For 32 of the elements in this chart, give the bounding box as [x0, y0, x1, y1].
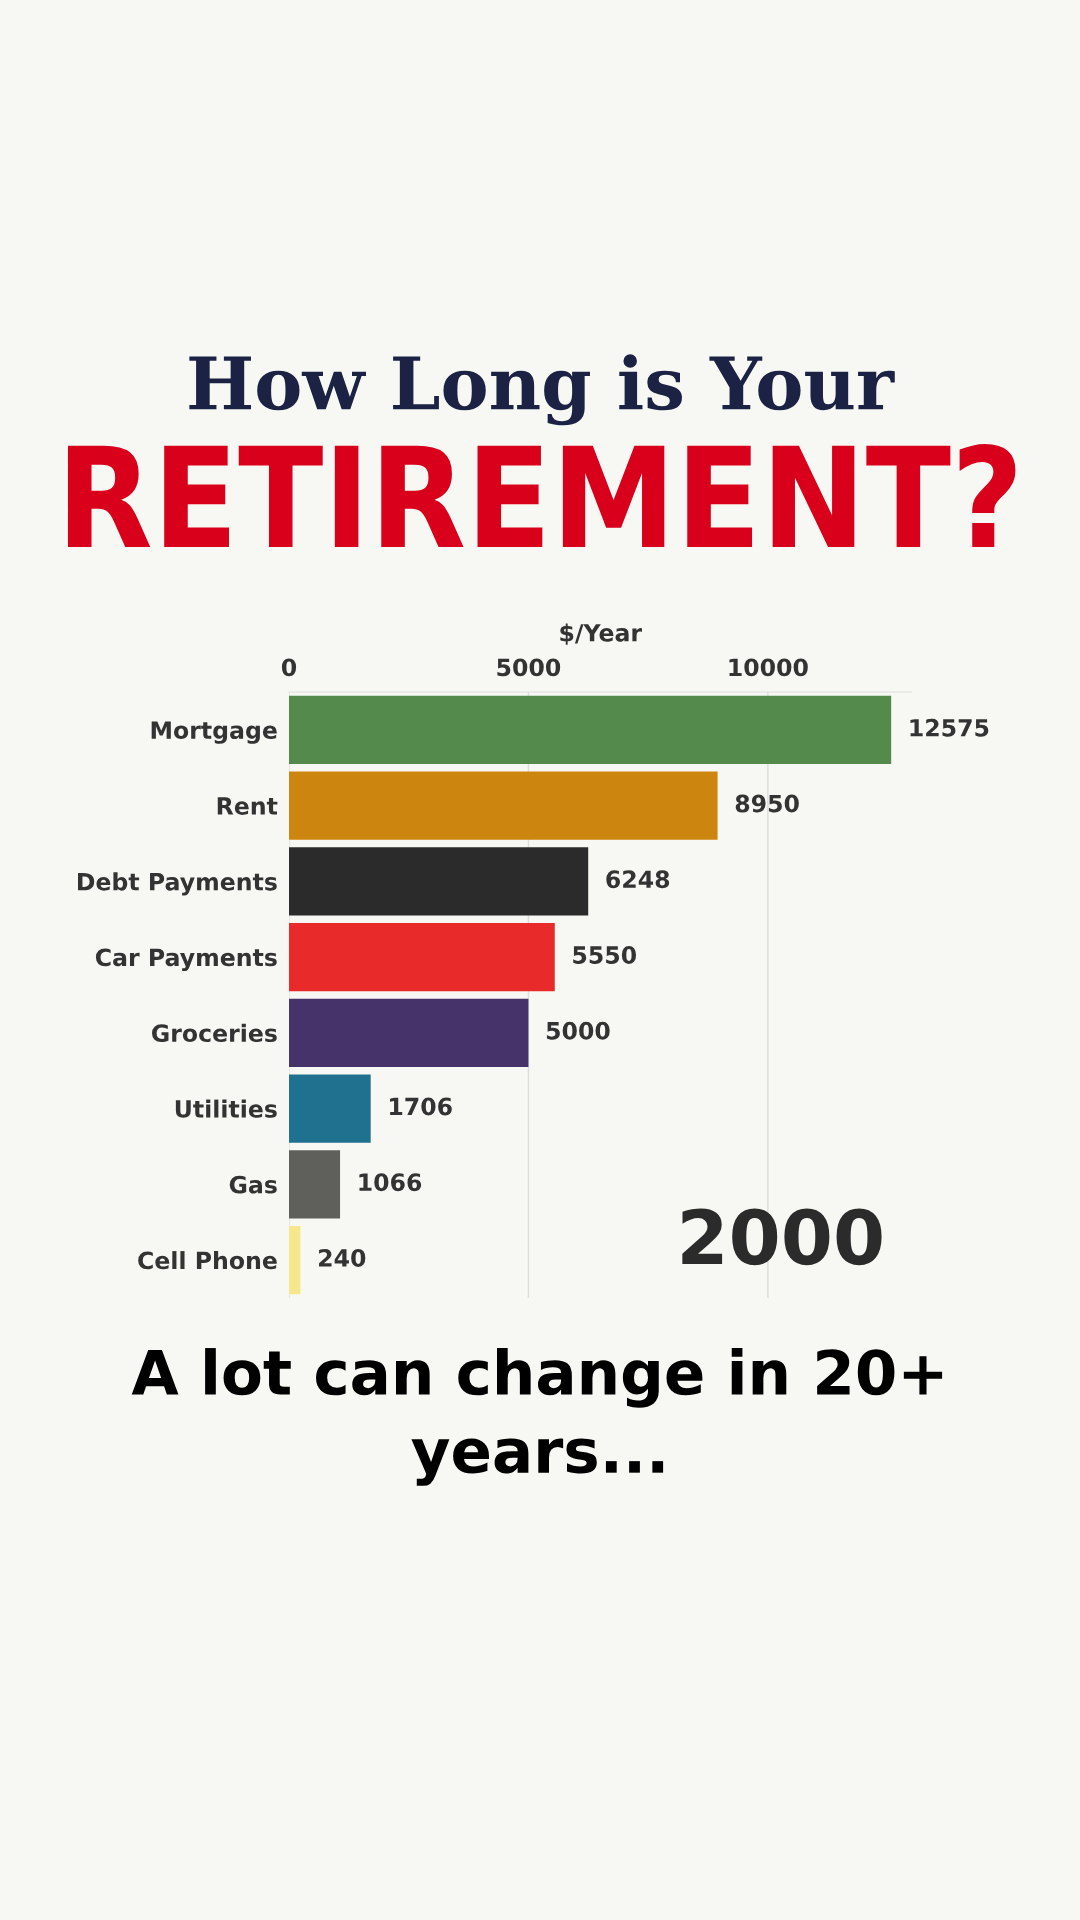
- text: A lot can change in 20+ years...: [131, 1348, 943, 1486]
- bar: [289, 1225, 301, 1295]
- y-tick-label: Rent: [217, 797, 278, 815]
- data-label: 5550: [573, 946, 637, 964]
- bar: [289, 998, 529, 1067]
- bar: [289, 922, 555, 992]
- data-label: 12575: [910, 718, 989, 737]
- annotation: 2000: [682, 1208, 882, 1266]
- data-label: 1066: [359, 1173, 422, 1192]
- x-tick-label: 5000: [497, 658, 561, 677]
- y-tick-label: Utilities: [175, 1099, 277, 1118]
- data-label: 8950: [735, 794, 799, 813]
- data-label: 1706: [390, 1097, 452, 1116]
- bar: [289, 847, 589, 916]
- data-label: 6248: [606, 870, 670, 889]
- y-tick-label: Cell Phone: [138, 1251, 277, 1270]
- bar: [289, 1074, 371, 1143]
- y-tick-label: Mortgage: [151, 721, 277, 744]
- bar: [289, 695, 892, 764]
- data-label: 240: [319, 1249, 366, 1267]
- y-tick-label: Groceries: [152, 1023, 277, 1043]
- x-tick-label: 10000: [729, 658, 808, 677]
- x-axis-title: $/Year: [560, 623, 642, 645]
- data-label: 5000: [546, 1021, 610, 1040]
- bar: [289, 1150, 341, 1219]
- x-tick-label: 0: [281, 658, 297, 677]
- chart-title: How Long is Your: [189, 354, 895, 426]
- y-tick-label: Debt Payments: [78, 872, 277, 896]
- bar: [289, 771, 718, 840]
- chart-subtitle: RETIREMENT?: [67, 444, 1016, 548]
- y-tick-label: Car Payments: [95, 948, 277, 972]
- y-tick-label: Gas: [229, 1175, 277, 1194]
